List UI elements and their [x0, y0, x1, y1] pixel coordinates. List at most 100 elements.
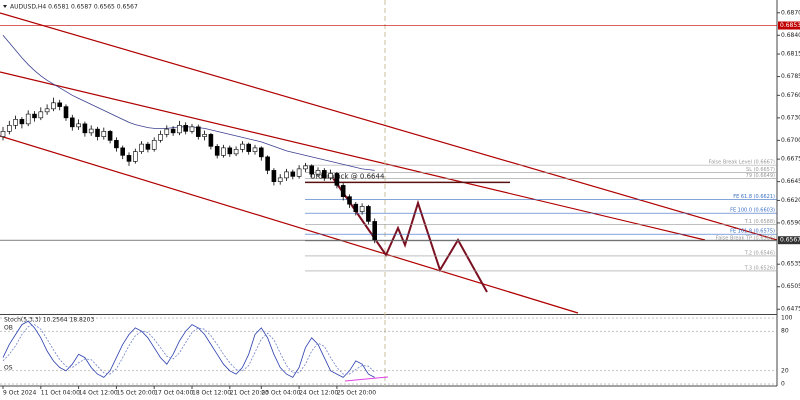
level-label: T.1 (0.6588) [744, 219, 775, 225]
y-tick-label: 0.6870 [781, 9, 800, 16]
candle-body [359, 206, 365, 212]
candle-body [366, 206, 371, 222]
price-marker-box [778, 236, 800, 245]
y-tick-label: 0.6840 [781, 32, 800, 39]
orderblock-label: Orderblock @ 0.6644 [310, 172, 385, 180]
channel-middle [0, 71, 706, 241]
candle-body [202, 134, 207, 137]
candle-body [227, 147, 233, 155]
stochastic-line [2, 320, 375, 378]
x-tick-label: 23 Oct 04:00 [261, 390, 300, 397]
candle-body [303, 165, 308, 170]
candle-body [7, 125, 12, 132]
moving-average [2, 35, 375, 171]
price-marker-label: 0.6853 [780, 22, 800, 29]
x-tick-label: 25 Oct 20:00 [337, 390, 376, 397]
level-label: T.3 (0.6526) [744, 265, 775, 271]
y-tick-label: 0 [781, 381, 785, 388]
candle-body [82, 123, 88, 134]
y-tick-label: 0.6785 [781, 73, 800, 80]
y-tick-label: 0.6760 [781, 92, 800, 99]
candle-body [51, 102, 56, 110]
candle-body [321, 170, 327, 179]
candle-body [88, 128, 94, 134]
candle-body [196, 126, 201, 137]
candle-body [32, 113, 37, 119]
candle-body [120, 147, 125, 156]
candle-body [309, 165, 315, 175]
level-label: False Break Level (0.6667) [709, 160, 775, 166]
candle-body [107, 131, 113, 141]
candle-body [277, 177, 283, 182]
candle-body [25, 113, 31, 125]
candle-body [101, 131, 107, 137]
stochastic-line [2, 324, 375, 375]
level-label: SL (0.6657) [746, 167, 775, 173]
candle-body [315, 170, 321, 175]
candle-body [372, 221, 378, 241]
level-label: OB [4, 325, 13, 332]
candle-body [284, 171, 289, 179]
divergence-line [344, 376, 389, 382]
price-marker-label: 0.6567 [780, 237, 800, 244]
candle-body [208, 134, 214, 147]
candle-body [347, 196, 352, 205]
y-tick-label: 0.6700 [781, 137, 800, 144]
level-label: T.2 (0.6546) [744, 250, 775, 256]
candle-body [139, 143, 144, 152]
candle-body [221, 147, 226, 156]
candle-body [214, 146, 220, 156]
candle-body [265, 156, 270, 171]
candle-body [0, 131, 6, 137]
level-label: FE 161.8 (0.6575) [730, 229, 775, 235]
x-tick-label: 9 Oct 2024 [3, 390, 36, 397]
y-tick-label: 0.6730 [781, 114, 800, 121]
candle-body [240, 143, 245, 150]
x-tick-label: 17 Oct 04:00 [154, 390, 193, 397]
level-label: 79 (0.6649) [746, 173, 775, 179]
projection-path [332, 177, 488, 293]
candle-body [328, 173, 333, 179]
x-tick-label: 14 Oct 12:00 [79, 390, 118, 397]
candle-body [44, 108, 50, 113]
candle-body [164, 128, 170, 135]
candle-body [57, 102, 63, 107]
candle-body [170, 128, 176, 134]
candle-body [95, 128, 100, 137]
y-tick-label: 0.6675 [781, 156, 800, 163]
y-tick-label: 100 [781, 315, 793, 322]
y-tick-label: 0.6815 [781, 51, 800, 58]
x-tick-label: 15 Oct 20:00 [116, 390, 155, 397]
candle-body [114, 140, 119, 149]
channel-upper [0, 12, 778, 241]
y-tick-label: 80 [781, 328, 789, 335]
candle-body [271, 170, 277, 182]
candle-body [296, 168, 302, 177]
indicator-title: Stoch(5,3,3) 10.2564 18.8203 [4, 317, 95, 324]
candle-body [353, 203, 359, 212]
price-marker-box [778, 21, 800, 30]
candle-body [19, 119, 25, 125]
candle-body [126, 155, 132, 162]
candle-body [258, 147, 264, 158]
candle-body [133, 151, 138, 162]
candle-body [158, 134, 163, 141]
y-tick-label: 0.6475 [781, 306, 800, 313]
candle-body [145, 143, 151, 150]
level-label: False Break TP (0.6566) [716, 235, 775, 241]
candle-body [334, 173, 340, 186]
candle-body [13, 119, 18, 126]
x-tick-label: 11 Oct 04:00 [41, 390, 80, 397]
candle-body [151, 140, 157, 150]
y-tick-label: 0.6645 [781, 178, 800, 185]
level-label: OS [4, 364, 13, 371]
candle-body [70, 117, 75, 128]
y-tick-label: 0.6620 [781, 197, 800, 204]
candle-body [246, 143, 251, 152]
x-tick-label: 18 Oct 12:00 [192, 390, 231, 397]
candle-body [189, 126, 195, 132]
level-label: FE 61.8 (0.6621) [733, 194, 775, 200]
